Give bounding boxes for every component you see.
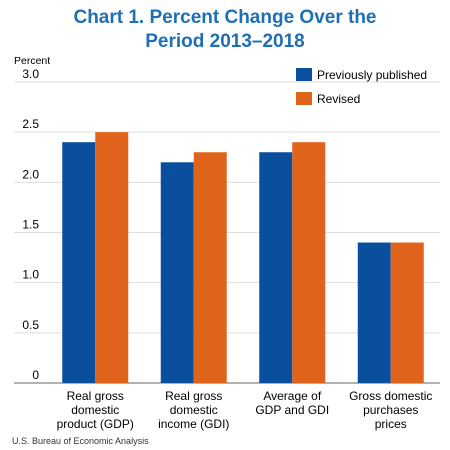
bar-revised-1 — [193, 152, 227, 383]
y-tick-label: 0 — [32, 368, 39, 382]
category-label-1-line-1: domestic — [170, 403, 218, 417]
y-tick-label: 0.5 — [22, 318, 39, 332]
y-tick-label: 1.5 — [22, 218, 39, 232]
legend-label-previously-published: Previously published — [317, 68, 427, 82]
bars — [62, 132, 424, 383]
legend-swatch-revised — [296, 92, 312, 105]
y-axis-unit-label: Percent — [14, 55, 50, 67]
category-label-0-line-1: domestic — [71, 403, 119, 417]
y-axis-ticks: 0 0.5 1.0 1.5 2.0 2.5 3.0 — [22, 67, 39, 382]
y-tick-label: 1.0 — [22, 268, 39, 282]
category-label-3-line-0: Gross domestic — [349, 389, 432, 403]
source-note: U.S. Bureau of Economic Analysis — [12, 436, 149, 446]
y-tick-label: 2.0 — [22, 167, 39, 181]
bar-previously-published-1 — [160, 162, 194, 383]
legend: Previously published Revised — [296, 68, 427, 106]
bar-revised-0 — [95, 132, 129, 383]
y-tick-label: 2.5 — [22, 117, 39, 131]
category-label-1-line-0: Real gross — [165, 389, 222, 403]
category-label-2-line-0: Average of — [263, 389, 321, 403]
legend-label-revised: Revised — [317, 92, 360, 106]
chart-title-line-1: Chart 1. Percent Change Over the — [73, 7, 376, 28]
bar-previously-published-2 — [259, 152, 293, 383]
category-label-0-line-0: Real gross — [67, 389, 124, 403]
y-tick-label: 3.0 — [22, 67, 39, 81]
bar-revised-3 — [390, 242, 424, 383]
legend-swatch-previously-published — [296, 68, 312, 81]
bar-previously-published-0 — [62, 142, 96, 383]
category-label-1-line-2: income (GDI) — [158, 417, 229, 431]
category-label-3-line-2: prices — [375, 417, 407, 431]
category-label-0-line-2: product (GDP) — [57, 417, 134, 431]
chart-title-line-2: Period 2013–2018 — [145, 31, 305, 52]
category-label-2-line-1: GDP and GDI — [255, 403, 329, 417]
category-label-3-line-1: purchases — [363, 403, 418, 417]
bar-revised-2 — [292, 142, 326, 383]
bar-previously-published-3 — [357, 242, 391, 383]
